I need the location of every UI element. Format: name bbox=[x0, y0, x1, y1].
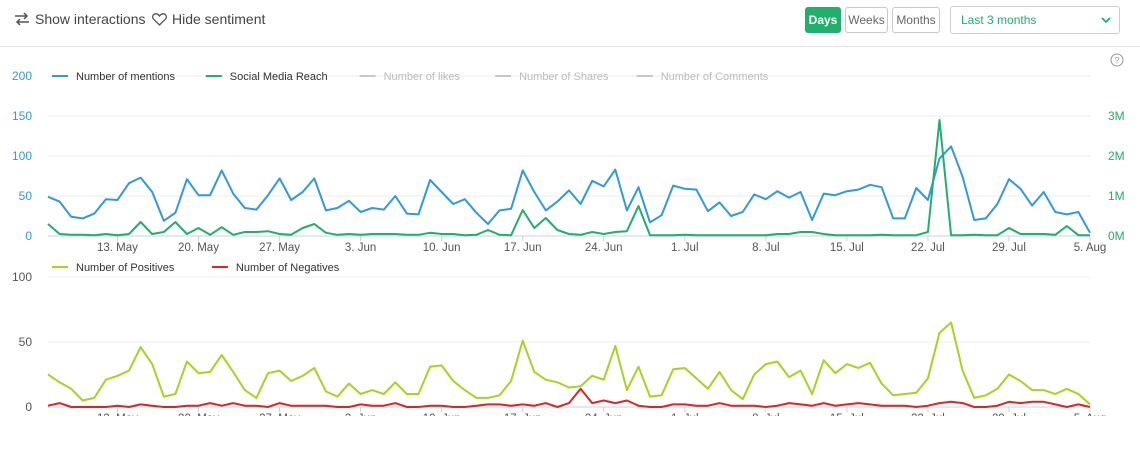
left-tick-label: 100 bbox=[12, 270, 32, 284]
x-tick-label: 5. Aug bbox=[1074, 242, 1107, 254]
toolbar: Show interactions Hide sentiment Days We… bbox=[0, 0, 1140, 47]
x-tick-label: 22. Jul bbox=[911, 242, 945, 254]
series-line-number-of-mentions bbox=[47, 145, 1091, 234]
left-tick-label: 0 bbox=[25, 229, 32, 243]
hide-sentiment-label: Hide sentiment bbox=[172, 11, 266, 27]
legend-item-number-of-positives[interactable]: Number of Positives bbox=[76, 262, 175, 274]
x-tick-label: 17. Jun bbox=[504, 242, 542, 254]
left-tick-label: 200 bbox=[12, 69, 32, 83]
series-line-number-of-negatives bbox=[47, 387, 1091, 408]
x-tick-label: 13. May bbox=[97, 242, 138, 254]
legend-item-number-of-comments[interactable]: Number of Comments bbox=[661, 71, 769, 83]
period-weeks-button[interactable]: Weeks bbox=[845, 7, 888, 33]
chevron-down-icon bbox=[1101, 17, 1111, 24]
x-tick-label: 20. May bbox=[178, 413, 219, 416]
right-tick-label: 0M bbox=[1108, 229, 1125, 243]
legend-item-number-of-mentions[interactable]: Number of mentions bbox=[76, 71, 176, 83]
help-icon[interactable]: ? bbox=[1110, 53, 1124, 67]
x-tick-label: 27. May bbox=[259, 413, 300, 416]
x-tick-label: 24. Jun bbox=[585, 242, 623, 254]
right-tick-label: 2M bbox=[1108, 149, 1125, 163]
x-tick-label: 24. Jun bbox=[585, 413, 623, 416]
left-tick-label: 0 bbox=[25, 400, 32, 414]
date-range-select[interactable]: Last 3 months bbox=[950, 6, 1120, 34]
legend-item-social-media-reach[interactable]: Social Media Reach bbox=[230, 71, 328, 83]
x-tick-label: 8. Jul bbox=[752, 413, 780, 416]
x-tick-label: 17. Jun bbox=[504, 413, 542, 416]
x-tick-label: 10. Jun bbox=[423, 413, 461, 416]
left-tick-label: 100 bbox=[12, 149, 32, 163]
x-tick-label: 29. Jul bbox=[992, 242, 1026, 254]
series-line-social-media-reach bbox=[47, 119, 1090, 237]
x-tick-label: 15. Jul bbox=[830, 242, 864, 254]
period-days-button[interactable]: Days bbox=[805, 7, 841, 33]
left-tick-label: 50 bbox=[19, 189, 33, 203]
x-tick-label: 15. Jul bbox=[830, 413, 864, 416]
x-tick-label: 8. Jul bbox=[752, 242, 780, 254]
x-tick-label: 1. Jul bbox=[671, 413, 699, 416]
legend-item-number-of-negatives[interactable]: Number of Negatives bbox=[236, 262, 340, 274]
sentiment-chart: 0 50 100 13. May 20. May 27. May 3. Jun 10. Jun… bbox=[12, 262, 1107, 416]
x-tick-label: 20. May bbox=[178, 242, 219, 254]
x-tick-label: 13. May bbox=[97, 413, 138, 416]
x-tick-label: 3. Jun bbox=[345, 413, 376, 416]
legend-item-number-of-likes[interactable]: Number of likes bbox=[384, 71, 461, 83]
left-tick-label: 150 bbox=[12, 109, 32, 123]
x-tick-label: 22. Jul bbox=[911, 413, 945, 416]
x-tick-label: 29. Jul bbox=[992, 413, 1026, 416]
x-tick-label: 27. May bbox=[259, 242, 300, 254]
series-line-number-of-positives bbox=[47, 321, 1091, 406]
x-tick-label: 10. Jun bbox=[423, 242, 461, 254]
swap-arrows-icon bbox=[15, 12, 29, 26]
x-tick-label: 3. Jun bbox=[345, 242, 376, 254]
x-tick-label: 1. Jul bbox=[671, 242, 699, 254]
date-range-value: Last 3 months bbox=[961, 13, 1037, 27]
hide-sentiment-button[interactable]: Hide sentiment bbox=[152, 11, 265, 27]
left-tick-label: 50 bbox=[19, 335, 33, 349]
right-tick-label: 3M bbox=[1108, 109, 1125, 123]
show-interactions-label: Show interactions bbox=[35, 11, 146, 27]
mentions-reach-chart: 0 50 100 150 200 0M 1M 2M 3M 13. May 20. May 27. Ma… bbox=[12, 69, 1125, 254]
period-months-button[interactable]: Months bbox=[892, 7, 940, 33]
legend-item-number-of-shares[interactable]: Number of Shares bbox=[519, 71, 609, 83]
x-tick-label: 5. Aug bbox=[1074, 413, 1107, 416]
heart-icon bbox=[152, 12, 167, 26]
svg-text:?: ? bbox=[1114, 56, 1119, 66]
show-interactions-button[interactable]: Show interactions bbox=[14, 11, 146, 27]
right-tick-label: 1M bbox=[1108, 189, 1125, 203]
